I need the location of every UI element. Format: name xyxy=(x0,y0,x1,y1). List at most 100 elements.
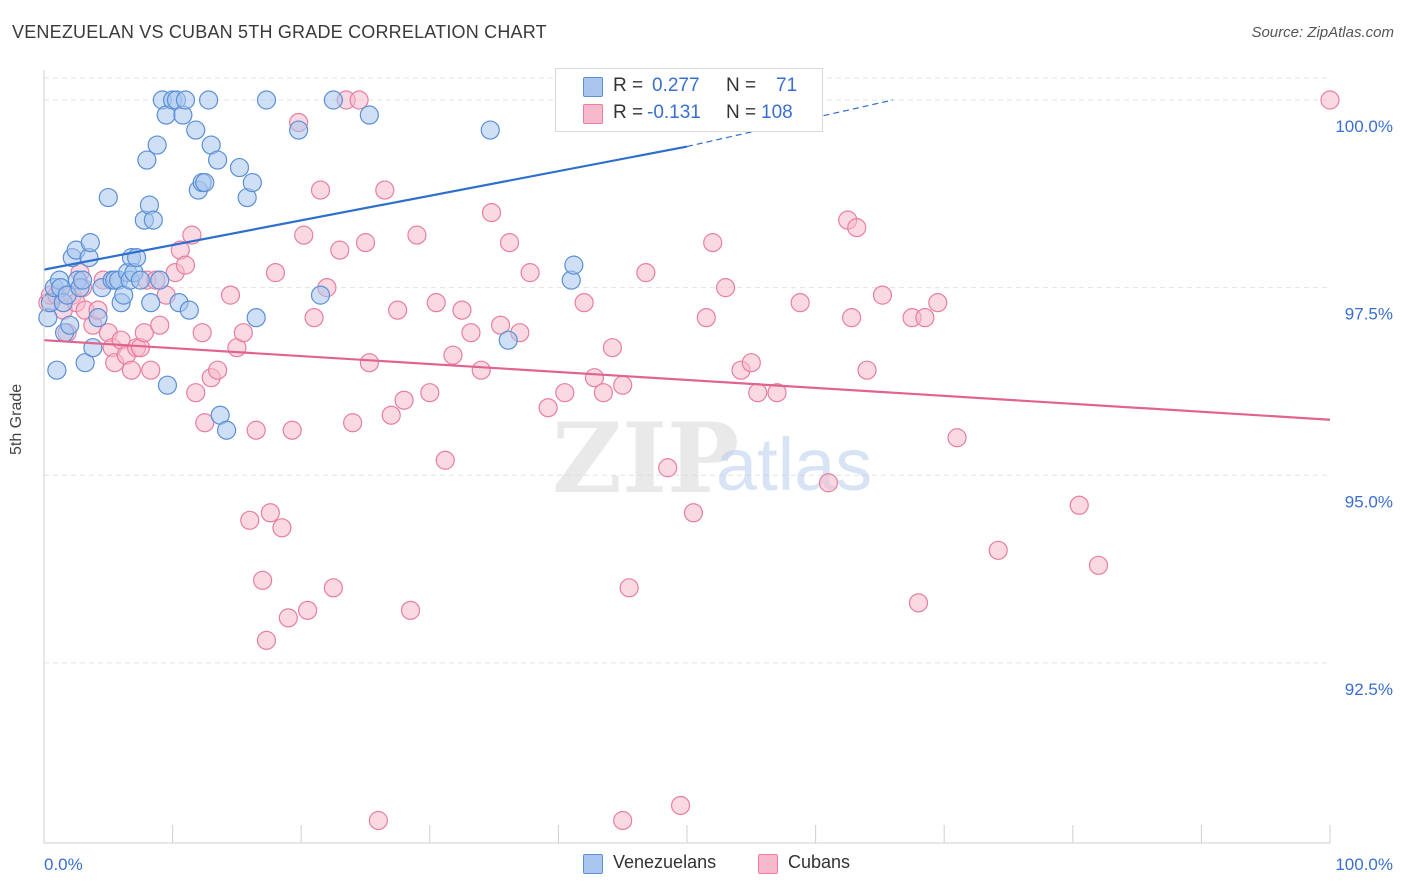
r-label: R = xyxy=(613,75,644,96)
chart-source: Source: ZipAtlas.com xyxy=(1251,24,1394,41)
venezuelan-point xyxy=(175,90,196,110)
cuban-point xyxy=(593,383,614,403)
cuban-point xyxy=(443,345,463,365)
cuban-point xyxy=(703,233,723,253)
venezuelan-point xyxy=(157,375,178,395)
cuban-point xyxy=(240,510,260,530)
venezuelan-point xyxy=(564,255,584,275)
venezuelan-point xyxy=(208,150,228,170)
cuban-point xyxy=(683,503,704,523)
cuban-point xyxy=(636,263,656,283)
cuban-point xyxy=(915,308,935,328)
cuban-point xyxy=(715,278,736,298)
venezuelans-legend-swatch xyxy=(583,854,603,874)
cuban-point xyxy=(818,473,839,493)
cuban-point xyxy=(1320,90,1340,110)
cuban-point xyxy=(282,420,302,440)
venezuelan-point xyxy=(143,210,163,230)
y-tick-label: 100.0% xyxy=(1335,117,1393,136)
cubans-legend-label: Cubans xyxy=(788,852,851,872)
venezuelan-point xyxy=(83,338,103,358)
cuban-point xyxy=(394,390,414,410)
stats-box: R = 0.277 N = 71 R = -0.131 N = 108 xyxy=(555,68,823,132)
cuban-point xyxy=(420,383,440,403)
cuban-point xyxy=(613,375,633,395)
venezuelan-point xyxy=(217,420,237,440)
cuban-point xyxy=(220,285,241,305)
venezuelan-point xyxy=(186,120,206,140)
cuban-point xyxy=(256,630,277,650)
cuban-point xyxy=(928,293,948,313)
cuban-point xyxy=(1069,495,1089,515)
cuban-point xyxy=(359,353,379,373)
cubans-r-value: -0.131 xyxy=(647,102,701,123)
cuban-point xyxy=(619,578,639,598)
cuban-point xyxy=(381,405,401,425)
cuban-point xyxy=(790,293,810,313)
venezuelan-point xyxy=(195,172,215,193)
cuban-point xyxy=(407,225,427,245)
cuban-point xyxy=(323,578,343,598)
cuban-point xyxy=(294,225,314,245)
cuban-point xyxy=(658,458,678,478)
cuban-point xyxy=(748,383,768,403)
cubans-n-value: 108 xyxy=(761,102,793,123)
cuban-point xyxy=(947,428,967,448)
cuban-point xyxy=(233,323,253,343)
venezuelans-trend-line xyxy=(43,145,688,271)
cuban-point xyxy=(253,570,273,590)
cuban-point xyxy=(670,795,691,816)
cuban-point xyxy=(349,90,369,110)
cuban-point xyxy=(481,202,502,223)
cuban-point xyxy=(134,323,154,343)
venezuelan-point xyxy=(498,330,518,350)
cuban-point xyxy=(310,180,331,200)
y-tick-label: 92.5% xyxy=(1345,680,1393,699)
y-axis-label: 5th Grade xyxy=(8,383,25,455)
cuban-point xyxy=(602,338,623,358)
venezuelans-swatch xyxy=(583,77,603,97)
venezuelan-point xyxy=(323,90,343,110)
cuban-point xyxy=(208,360,228,380)
venezuelans-r-value: 0.277 xyxy=(652,75,700,96)
venezuelans-legend-label: Venezuelans xyxy=(613,852,717,872)
cuban-point xyxy=(186,383,206,403)
venezuelan-point xyxy=(60,315,80,335)
cuban-point xyxy=(355,233,376,253)
venezuelan-point xyxy=(310,285,331,305)
r-label: R = xyxy=(613,102,644,123)
cuban-point xyxy=(121,360,142,380)
cuban-point xyxy=(471,360,491,380)
cuban-point xyxy=(304,308,324,328)
venezuelan-point xyxy=(242,172,262,193)
n-label: N = xyxy=(726,102,757,123)
venezuelan-point xyxy=(98,187,118,208)
venezuelan-point xyxy=(229,157,250,178)
venezuelan-point xyxy=(75,353,95,373)
venezuelan-point xyxy=(359,105,379,125)
cuban-point xyxy=(175,255,196,275)
venezuelan-point xyxy=(80,233,100,253)
venezuelan-point xyxy=(150,270,170,290)
venezuelan-point xyxy=(289,120,309,140)
cuban-point xyxy=(872,285,893,305)
cuban-point xyxy=(696,308,716,328)
venezuelan-point xyxy=(88,308,108,328)
venezuelan-point xyxy=(72,270,93,290)
cuban-point xyxy=(368,810,388,831)
chart-title: VENEZUELAN VS CUBAN 5TH GRADE CORRELATIO… xyxy=(12,22,547,42)
watermark-atlas: atlas xyxy=(716,423,872,506)
cuban-point xyxy=(452,300,472,320)
venezuelan-point xyxy=(179,300,199,320)
cuban-point xyxy=(767,383,787,403)
cubans-swatch xyxy=(583,104,603,124)
venezuelan-point xyxy=(256,90,277,110)
cuban-point xyxy=(426,293,446,313)
venezuelan-point xyxy=(137,150,157,170)
cuban-point xyxy=(520,263,540,283)
cuban-point xyxy=(141,360,161,380)
cuban-point xyxy=(555,383,575,403)
cuban-point xyxy=(842,308,862,328)
cuban-point xyxy=(988,540,1008,560)
